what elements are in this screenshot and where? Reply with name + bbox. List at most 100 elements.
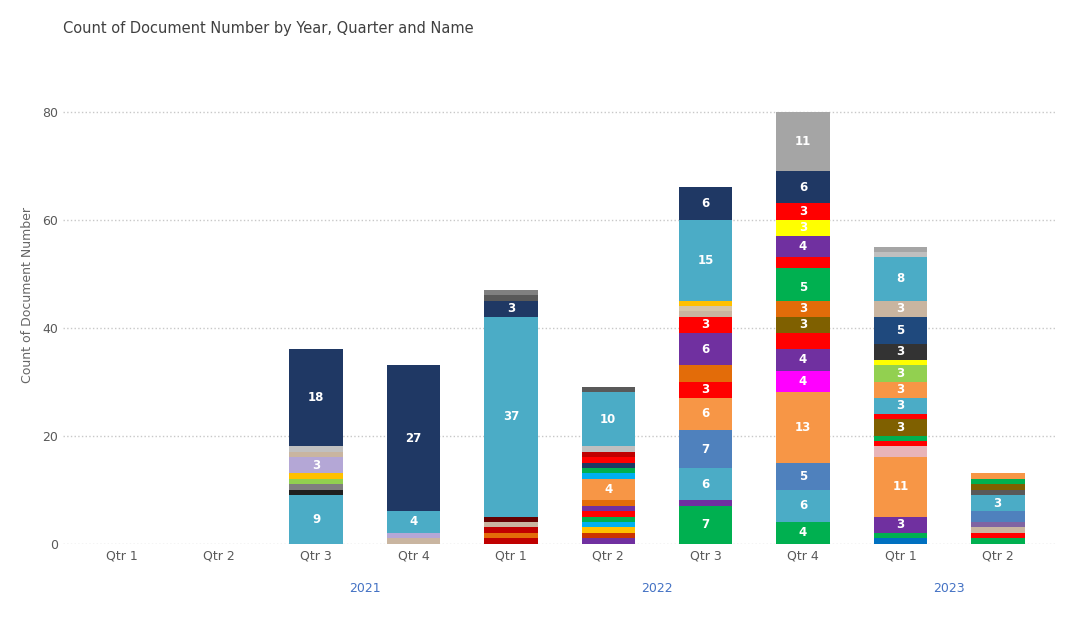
Text: 3: 3 — [896, 421, 905, 434]
Bar — [777, 490, 829, 522]
Bar — [873, 452, 927, 457]
Bar — [971, 490, 1024, 495]
Bar — [582, 506, 635, 511]
Text: 6: 6 — [701, 343, 710, 356]
Bar — [777, 257, 829, 263]
Bar — [582, 479, 635, 500]
Text: 15: 15 — [698, 254, 714, 266]
Bar — [485, 533, 537, 538]
Bar — [582, 457, 635, 463]
Bar — [582, 517, 635, 522]
Bar — [873, 457, 927, 517]
Text: 2021: 2021 — [349, 582, 380, 596]
Bar — [873, 360, 927, 365]
Bar — [485, 527, 537, 533]
Bar — [873, 252, 927, 257]
Bar — [777, 220, 829, 236]
Bar — [290, 484, 342, 490]
Text: 3: 3 — [994, 497, 1002, 510]
Bar — [777, 171, 829, 204]
Bar — [290, 452, 342, 457]
Text: 2023: 2023 — [934, 582, 965, 596]
Bar — [679, 317, 732, 333]
Text: 7: 7 — [701, 442, 710, 456]
Bar — [387, 511, 440, 533]
Bar — [873, 381, 927, 398]
Bar — [777, 333, 829, 349]
Text: 9: 9 — [312, 513, 320, 526]
Text: 3: 3 — [896, 302, 905, 315]
Text: 6: 6 — [701, 197, 710, 210]
Bar — [777, 268, 829, 273]
Bar — [582, 533, 635, 538]
Bar — [873, 300, 927, 317]
Bar — [582, 463, 635, 468]
Bar — [873, 533, 927, 538]
Text: 4: 4 — [799, 240, 807, 253]
Bar — [582, 387, 635, 392]
Text: Count of Document Number by Year, Quarter and Name: Count of Document Number by Year, Quarte… — [64, 21, 474, 36]
Bar — [290, 495, 342, 544]
Text: 3: 3 — [799, 221, 807, 234]
Bar — [873, 317, 927, 343]
Bar — [582, 452, 635, 457]
Bar — [582, 468, 635, 473]
Bar — [971, 522, 1024, 527]
Text: 3: 3 — [701, 318, 710, 331]
Bar — [777, 236, 829, 257]
Bar — [582, 511, 635, 517]
Text: 11: 11 — [795, 135, 811, 148]
Bar — [971, 511, 1024, 517]
Text: 6: 6 — [799, 180, 807, 194]
Bar — [679, 306, 732, 311]
Bar — [582, 538, 635, 544]
Text: 4: 4 — [799, 526, 807, 539]
Bar — [290, 446, 342, 452]
Text: 5: 5 — [799, 469, 807, 483]
Text: 4: 4 — [604, 483, 613, 496]
Bar — [679, 381, 732, 398]
Text: 3: 3 — [896, 345, 905, 358]
Bar — [777, 112, 829, 171]
Bar — [777, 371, 829, 392]
Text: 5: 5 — [896, 324, 905, 337]
Bar — [777, 300, 829, 317]
Bar — [387, 538, 440, 544]
Text: 6: 6 — [799, 499, 807, 512]
Bar — [485, 295, 537, 300]
Bar — [873, 343, 927, 360]
Text: 2022: 2022 — [641, 582, 673, 596]
Bar — [971, 538, 1024, 544]
Bar — [679, 311, 732, 317]
Text: 3: 3 — [896, 399, 905, 412]
Text: 3: 3 — [896, 367, 905, 380]
Text: 10: 10 — [600, 413, 616, 426]
Text: 4: 4 — [409, 516, 418, 528]
Text: 4: 4 — [799, 375, 807, 388]
Bar — [290, 457, 342, 473]
Bar — [777, 263, 829, 268]
Bar — [971, 479, 1024, 484]
Bar — [873, 441, 927, 446]
Bar — [777, 317, 829, 333]
Bar — [387, 365, 440, 511]
Text: 27: 27 — [405, 432, 422, 445]
Bar — [582, 446, 635, 452]
Bar — [873, 257, 927, 300]
Bar — [777, 522, 829, 544]
Text: 3: 3 — [896, 383, 905, 396]
Bar — [873, 398, 927, 414]
Text: 8: 8 — [896, 272, 905, 286]
Text: 3: 3 — [799, 205, 807, 218]
Bar — [485, 300, 537, 317]
Bar — [679, 430, 732, 468]
Text: 3: 3 — [507, 302, 515, 315]
Bar — [582, 527, 635, 533]
Bar — [777, 349, 829, 371]
Bar — [971, 527, 1024, 533]
Bar — [485, 317, 537, 517]
Bar — [873, 435, 927, 441]
Text: 3: 3 — [312, 459, 320, 472]
Bar — [290, 349, 342, 446]
Bar — [873, 517, 927, 533]
